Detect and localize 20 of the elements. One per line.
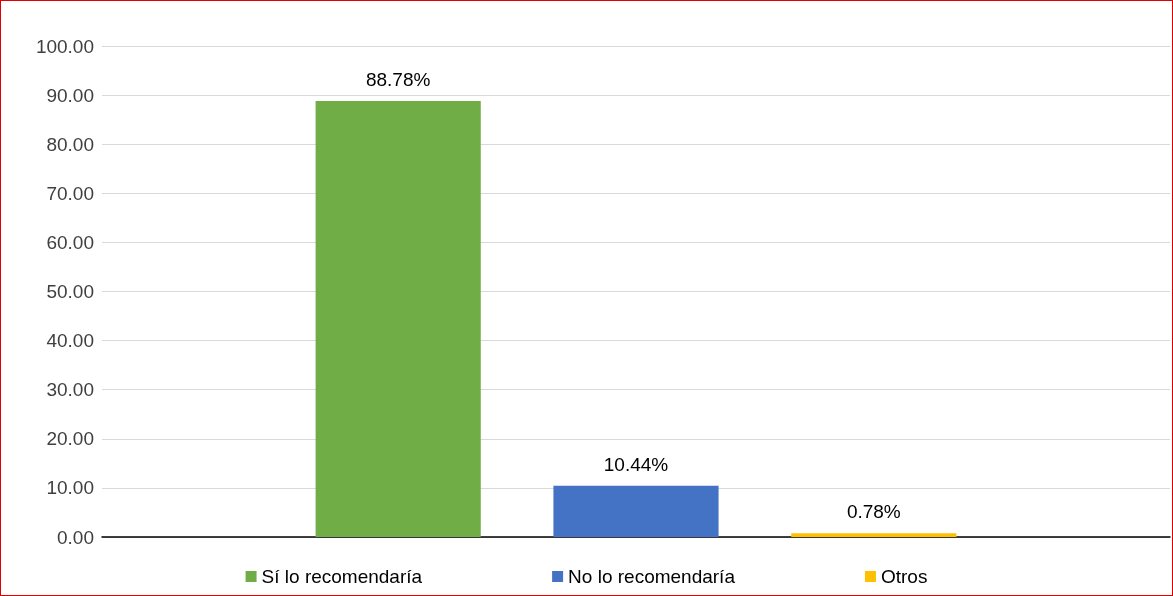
- y-tick-label: 0.00: [57, 526, 94, 548]
- y-tick-label: 50.00: [46, 281, 94, 302]
- data-label: 0.78%: [846, 501, 901, 523]
- bar: [315, 101, 481, 537]
- legend-label: No lo recomendaría: [568, 566, 736, 587]
- y-tick-label: 30.00: [46, 379, 94, 401]
- y-tick-label: 70.00: [46, 182, 94, 204]
- y-tick-label: 90.00: [46, 84, 94, 106]
- y-tick-label: 10.00: [46, 477, 94, 499]
- y-tick-label: 80.00: [46, 133, 94, 155]
- y-tick-label: 100.00: [35, 35, 94, 57]
- legend-label: Sí lo recomendaría: [261, 566, 423, 587]
- bar: [791, 533, 957, 537]
- data-label: 10.44%: [603, 453, 669, 475]
- legend-label: Otros: [880, 566, 928, 587]
- bar: [553, 485, 719, 537]
- y-tick-label: 20.00: [46, 428, 94, 450]
- y-tick-label: 40.00: [46, 330, 94, 352]
- data-label: 88.78%: [365, 69, 431, 91]
- y-tick-label: 60.00: [46, 231, 94, 253]
